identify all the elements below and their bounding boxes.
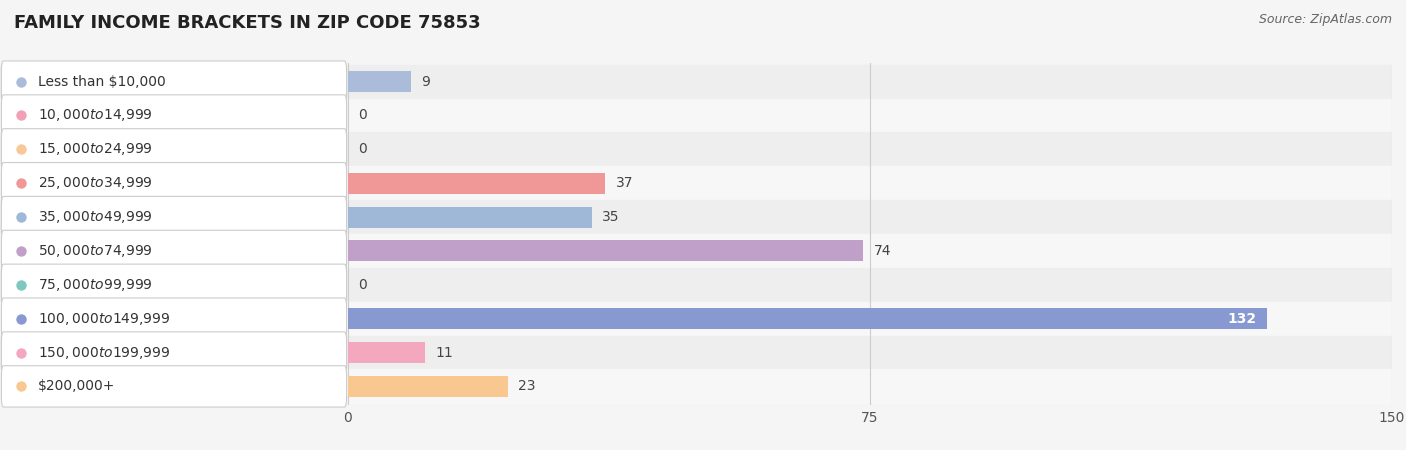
Bar (349, 71, 411, 92)
Text: $35,000 to $49,999: $35,000 to $49,999 (38, 209, 153, 225)
Text: 9: 9 (420, 75, 430, 89)
FancyBboxPatch shape (1, 230, 347, 272)
Bar (349, 240, 863, 261)
Bar (0, 268, 1392, 302)
Text: 23: 23 (519, 379, 536, 393)
Bar (0, 302, 1392, 336)
FancyBboxPatch shape (1, 366, 347, 407)
Text: $100,000 to $149,999: $100,000 to $149,999 (38, 310, 170, 327)
Text: 11: 11 (434, 346, 453, 360)
Bar (0, 65, 1392, 99)
Bar (349, 308, 1267, 329)
Text: $25,000 to $34,999: $25,000 to $34,999 (38, 175, 153, 191)
Bar (0, 200, 1392, 234)
Text: 0: 0 (359, 142, 367, 156)
Text: Less than $10,000: Less than $10,000 (38, 75, 166, 89)
Text: 0: 0 (359, 278, 367, 292)
FancyBboxPatch shape (1, 129, 347, 170)
Text: $50,000 to $74,999: $50,000 to $74,999 (38, 243, 153, 259)
Bar (0, 166, 1392, 200)
Bar (349, 376, 508, 397)
Bar (349, 173, 606, 194)
Bar (349, 342, 425, 363)
Text: FAMILY INCOME BRACKETS IN ZIP CODE 75853: FAMILY INCOME BRACKETS IN ZIP CODE 75853 (14, 14, 481, 32)
Text: 35: 35 (602, 210, 620, 224)
FancyBboxPatch shape (1, 61, 347, 102)
Text: Source: ZipAtlas.com: Source: ZipAtlas.com (1258, 14, 1392, 27)
Bar (0, 132, 1392, 166)
Text: $150,000 to $199,999: $150,000 to $199,999 (38, 345, 170, 360)
Bar (349, 207, 592, 228)
Text: 132: 132 (1227, 312, 1256, 326)
FancyBboxPatch shape (1, 196, 347, 238)
Text: 0: 0 (359, 108, 367, 122)
FancyBboxPatch shape (1, 332, 347, 373)
Text: $75,000 to $99,999: $75,000 to $99,999 (38, 277, 153, 293)
Bar (0, 369, 1392, 403)
FancyBboxPatch shape (1, 264, 347, 306)
FancyBboxPatch shape (1, 162, 347, 204)
FancyBboxPatch shape (1, 95, 347, 136)
Bar (0, 99, 1392, 132)
Text: $200,000+: $200,000+ (38, 379, 115, 393)
Text: 74: 74 (873, 244, 891, 258)
FancyBboxPatch shape (1, 298, 347, 339)
Text: 37: 37 (616, 176, 634, 190)
Text: $15,000 to $24,999: $15,000 to $24,999 (38, 141, 153, 158)
Bar (0, 234, 1392, 268)
Text: $10,000 to $14,999: $10,000 to $14,999 (38, 108, 153, 123)
Bar (0, 336, 1392, 369)
